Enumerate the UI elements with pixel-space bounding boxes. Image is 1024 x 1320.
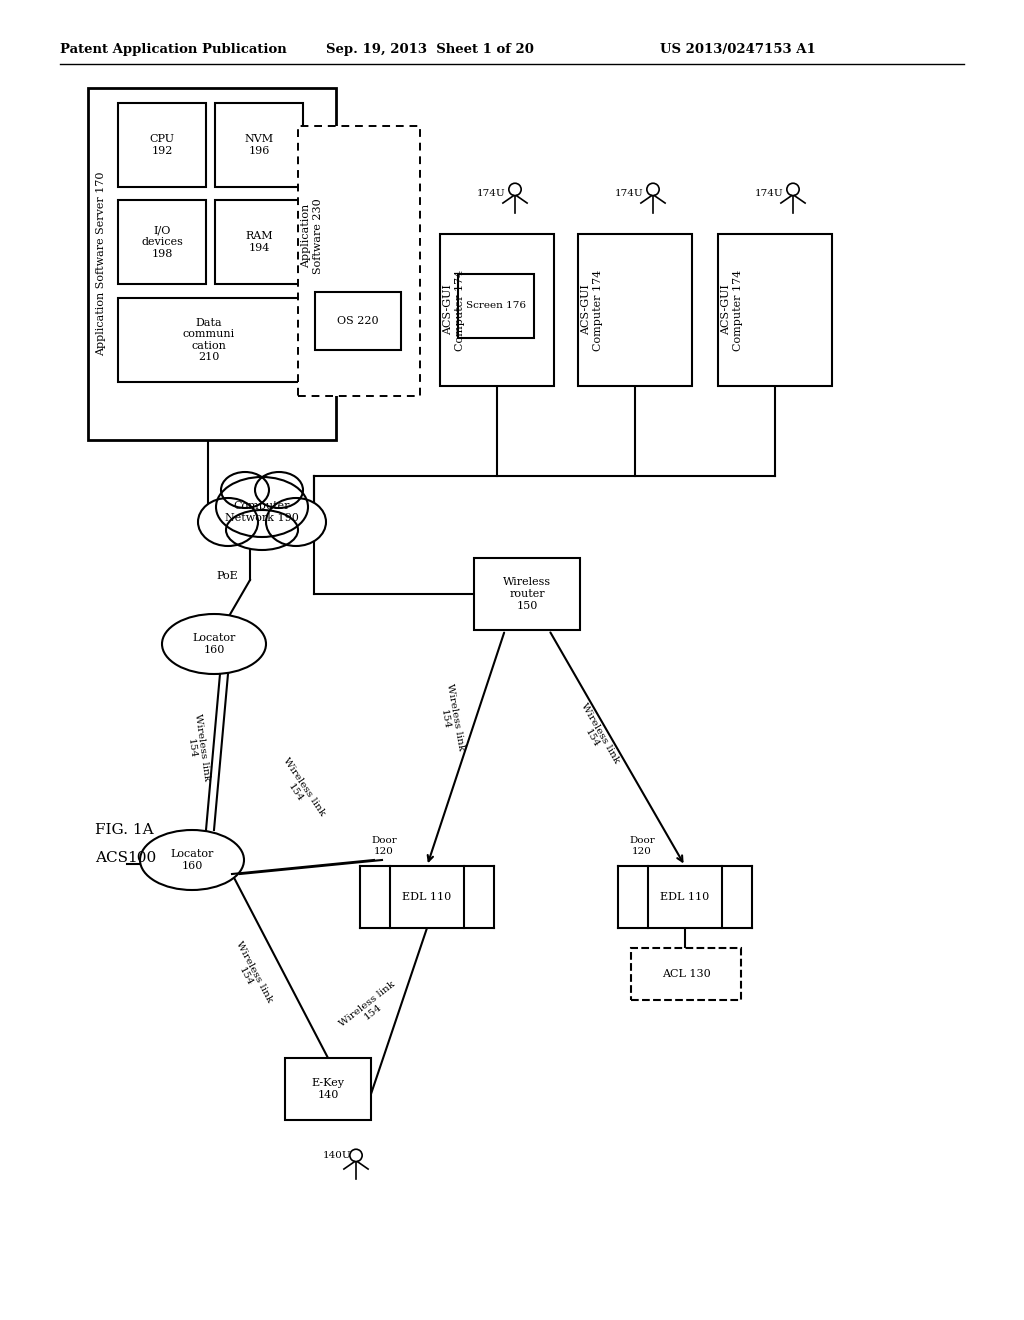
Ellipse shape [509,183,521,195]
Text: Wireless link
154: Wireless link 154 [434,682,466,754]
Text: Wireless link
154: Wireless link 154 [570,702,622,771]
Text: Sep. 19, 2013  Sheet 1 of 20: Sep. 19, 2013 Sheet 1 of 20 [326,44,534,57]
Text: FIG. 1A: FIG. 1A [95,822,154,837]
Bar [648,866,722,928]
Text: ACS-GUI
Computer 174: ACS-GUI Computer 174 [582,269,603,351]
Text: ACS-GUI
Computer 174: ACS-GUI Computer 174 [721,269,742,351]
Bar [390,866,464,928]
Bar [458,275,534,338]
Text: Door
120: Door 120 [629,837,655,855]
Ellipse shape [647,183,659,195]
Text: EDL 110: EDL 110 [402,892,452,902]
Text: 174U: 174U [477,189,506,198]
Bar [215,103,303,187]
Text: 174U: 174U [755,189,783,198]
Text: US 2013/0247153 A1: US 2013/0247153 A1 [660,44,816,57]
Ellipse shape [255,473,303,508]
Text: PoE: PoE [216,572,238,581]
Text: I/O
devices
198: I/O devices 198 [141,226,183,259]
Ellipse shape [162,614,266,675]
Text: OS 220: OS 220 [337,315,379,326]
Bar [88,88,336,440]
Text: Application Software Server 170: Application Software Server 170 [96,172,106,356]
Ellipse shape [786,183,799,195]
Text: ACS-GUI
Computer 174: ACS-GUI Computer 174 [443,269,465,351]
Text: CPU
192: CPU 192 [150,135,174,156]
Bar [718,234,831,385]
Text: Wireless link
154: Wireless link 154 [337,979,402,1036]
Bar [631,948,741,1001]
Bar [440,234,554,385]
Text: Screen 176: Screen 176 [466,301,526,310]
Text: Locator
160: Locator 160 [193,634,236,655]
Text: 100: 100 [127,851,157,865]
Bar [474,558,580,630]
Bar [215,201,303,284]
Text: Wireless link
154: Wireless link 154 [273,756,327,824]
Text: Wireless
router
150: Wireless router 150 [503,577,551,611]
Text: Wireless link
154: Wireless link 154 [225,940,274,1008]
Text: Computer
Network 190: Computer Network 190 [225,502,299,523]
Bar [578,234,692,385]
Text: ACL 130: ACL 130 [662,969,711,979]
Text: Patent Application Publication: Patent Application Publication [60,44,287,57]
Bar [298,125,420,396]
Text: 174U: 174U [615,189,644,198]
Bar [285,1059,371,1119]
Text: ACS: ACS [95,851,128,865]
Text: EDL 110: EDL 110 [660,892,710,902]
Bar [315,292,401,350]
Bar [118,298,300,381]
Bar [118,201,206,284]
Text: 140U: 140U [323,1151,351,1159]
Bar [118,103,206,187]
Text: Application
Software 230: Application Software 230 [301,198,323,273]
Ellipse shape [216,477,308,537]
Text: Door
120: Door 120 [371,837,397,855]
Ellipse shape [226,510,298,550]
Ellipse shape [350,1150,362,1162]
Ellipse shape [140,830,244,890]
Text: Locator
160: Locator 160 [170,849,214,871]
Ellipse shape [198,498,258,546]
Text: Data
communi
cation
210: Data communi cation 210 [183,318,236,363]
Ellipse shape [221,473,269,508]
Ellipse shape [266,498,326,546]
Text: RAM
194: RAM 194 [245,231,272,253]
Text: Wireless link
154: Wireless link 154 [182,713,211,783]
Text: E-Key
140: E-Key 140 [311,1078,344,1100]
Text: NVM
196: NVM 196 [245,135,273,156]
